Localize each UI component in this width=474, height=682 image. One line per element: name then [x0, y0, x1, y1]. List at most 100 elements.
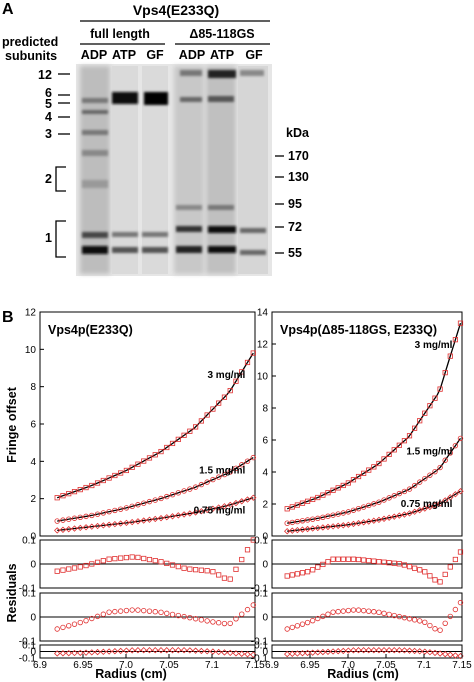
- data-point: [175, 512, 182, 519]
- residual-point: [169, 647, 176, 654]
- data-point: [310, 496, 316, 503]
- residual-point: [238, 650, 245, 657]
- data-point: [432, 395, 438, 401]
- residual-point: [100, 558, 106, 564]
- residual-point: [215, 620, 222, 626]
- residual-point: [325, 559, 331, 565]
- data-point: [239, 462, 245, 468]
- data-point: [457, 488, 464, 495]
- residual-point: [310, 567, 316, 573]
- data-point: [141, 500, 147, 506]
- residual-point: [422, 569, 428, 575]
- residual-point: [65, 649, 72, 657]
- residual-point: [210, 569, 216, 575]
- data-point: [123, 467, 130, 474]
- residual-point: [406, 647, 413, 654]
- y-tick-label: 12: [257, 340, 269, 351]
- data-point: [180, 511, 188, 518]
- data-point: [375, 516, 383, 524]
- residual-point: [105, 648, 113, 655]
- data-point: [309, 516, 316, 522]
- data-point: [204, 479, 210, 485]
- data-point: [406, 433, 413, 439]
- residual-point: [221, 575, 228, 581]
- data-point: [411, 508, 418, 515]
- data-point: [77, 524, 84, 532]
- data-point: [452, 491, 459, 498]
- data-point: [345, 480, 351, 486]
- residual-point: [186, 647, 194, 654]
- y-tick-label: 2: [262, 500, 268, 511]
- residual-point: [209, 648, 217, 655]
- residual-point: [447, 564, 453, 570]
- data-point: [227, 469, 233, 475]
- residual-point: [329, 648, 337, 655]
- residual-point: [77, 649, 84, 657]
- data-point: [320, 492, 326, 498]
- residual-point: [355, 647, 362, 654]
- residual-point: [309, 617, 316, 624]
- subunit-marker: 12: [38, 68, 52, 82]
- data-point: [106, 508, 112, 515]
- data-point: [345, 521, 352, 528]
- data-point: [100, 510, 107, 516]
- residual-point: [401, 614, 408, 621]
- y-tick-label: 6: [262, 436, 268, 447]
- residual-point: [365, 647, 372, 654]
- residual-point: [401, 647, 408, 654]
- lane-label: ATP: [112, 48, 136, 62]
- residual-point: [457, 599, 464, 606]
- data-point: [152, 452, 158, 458]
- data-point: [309, 525, 316, 532]
- data-point: [192, 484, 199, 490]
- data-point: [299, 518, 306, 524]
- residual-point: [437, 627, 443, 633]
- y-tick-label: 6: [30, 420, 36, 431]
- plot-frame: [271, 311, 463, 537]
- residual-point: [204, 618, 210, 624]
- residual-point: [181, 613, 187, 620]
- data-point: [65, 525, 72, 533]
- subunit-marker: 4: [45, 110, 52, 124]
- residual-point: [432, 577, 438, 583]
- data-point: [325, 490, 331, 496]
- residual-point: [416, 648, 423, 655]
- residual-point: [375, 647, 383, 654]
- data-point: [181, 488, 187, 494]
- residual-point: [198, 617, 205, 623]
- data-point: [146, 516, 153, 523]
- residual-point: [371, 609, 377, 615]
- residual-point: [239, 611, 245, 617]
- residual-point: [386, 611, 392, 618]
- residual-point: [366, 608, 372, 614]
- y-tick-label: 0: [30, 560, 36, 571]
- panel-b: B Fringe offset Residuals Radius (cm) Ra…: [2, 308, 472, 682]
- data-point: [447, 450, 453, 456]
- data-point: [82, 524, 90, 531]
- residual-point: [146, 556, 153, 563]
- data-point: [284, 520, 290, 526]
- residual-point: [411, 617, 418, 623]
- data-point: [221, 394, 228, 400]
- data-point: [330, 512, 336, 518]
- data-point: [371, 464, 377, 470]
- data-point: [186, 510, 194, 517]
- x-tick-label: 7.15: [452, 660, 472, 671]
- data-point: [227, 388, 233, 394]
- residual-point: [437, 579, 443, 585]
- data-point: [59, 526, 67, 533]
- data-point: [417, 479, 423, 485]
- data-point: [158, 495, 164, 502]
- data-point: [406, 486, 413, 492]
- residual-point: [294, 623, 301, 629]
- residual-point: [381, 610, 387, 617]
- data-point: [129, 518, 136, 526]
- data-point: [457, 320, 464, 326]
- data-point: [361, 470, 367, 476]
- y-tick-label: 8: [262, 404, 268, 415]
- mw-marker: 95: [288, 197, 302, 211]
- residual-point: [294, 571, 300, 577]
- residual-point: [314, 649, 321, 656]
- data-point: [198, 508, 205, 515]
- data-point: [250, 494, 257, 501]
